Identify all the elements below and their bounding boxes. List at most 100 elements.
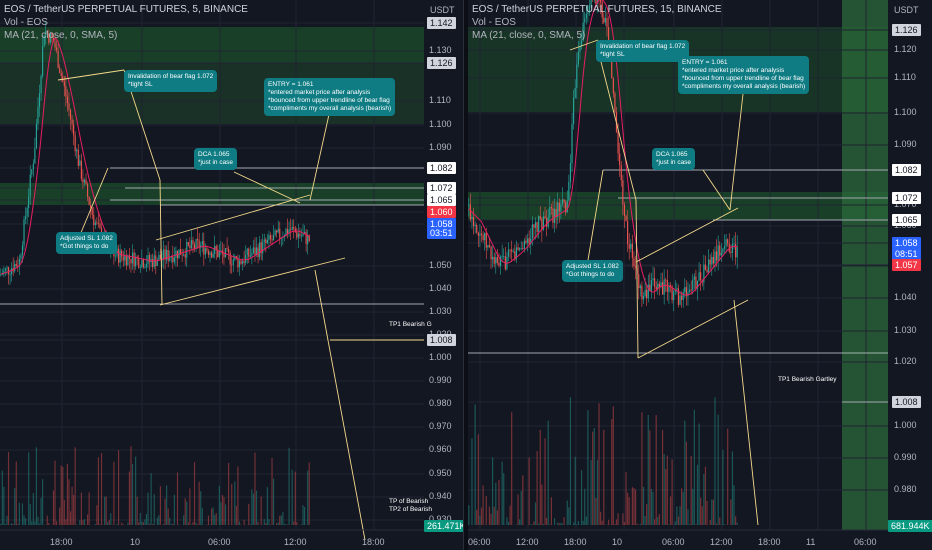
volume-bar xyxy=(73,494,75,525)
volume-bar xyxy=(113,461,115,525)
candle xyxy=(711,256,713,265)
symbol-title[interactable]: EOS / TetherUS PERPETUAL FUTURES, 15, BI… xyxy=(472,4,722,15)
candle xyxy=(495,257,497,264)
volume-bar xyxy=(530,524,532,525)
candle xyxy=(552,208,554,223)
volume-bar xyxy=(169,517,171,525)
chart-pane-left[interactable]: EOS / TetherUS PERPETUAL FUTURES, 5, BIN… xyxy=(0,0,464,550)
candle xyxy=(283,236,285,238)
candle xyxy=(38,93,41,107)
pane-divider[interactable] xyxy=(464,0,468,550)
volume-bar xyxy=(105,496,107,525)
volume-bar xyxy=(56,521,58,525)
candle xyxy=(663,279,665,295)
price-badge: 1.082 xyxy=(427,162,456,174)
volume-bar xyxy=(291,469,293,525)
dca-callout[interactable]: DCA 1.065 *just in case xyxy=(194,148,238,170)
invalidation-callout[interactable]: Invalidation of bear flag 1.072 *tight S… xyxy=(124,70,218,92)
candle xyxy=(728,243,730,252)
ma-indicator-label[interactable]: MA (21, close, 0, SMA, 5) xyxy=(472,30,586,41)
candle xyxy=(484,232,486,241)
volume-bar xyxy=(568,507,570,525)
trendline xyxy=(309,109,331,201)
volume-bar xyxy=(273,478,275,525)
candle xyxy=(69,109,72,120)
chart-pane-right[interactable]: EOS / TetherUS PERPETUAL FUTURES, 15, BI… xyxy=(468,0,932,550)
tp1-label: TP1 Bearish G xyxy=(389,321,432,328)
candle xyxy=(3,270,5,275)
volume-bar xyxy=(201,508,203,525)
volume-bar xyxy=(607,519,610,525)
ma-indicator-label[interactable]: MA (21, close, 0, SMA, 5) xyxy=(4,30,118,41)
candle xyxy=(684,287,686,293)
price-badge: 1.008 xyxy=(427,334,456,346)
candle xyxy=(186,241,188,258)
volume-bar xyxy=(96,505,98,525)
candle xyxy=(238,260,241,268)
time-tick: 12:00 xyxy=(284,537,307,547)
candle xyxy=(682,292,684,300)
adjusted-sl-callout[interactable]: Adjusted SL 1.082 *Got things to do xyxy=(562,260,623,282)
volume-bar xyxy=(167,508,169,525)
candle xyxy=(555,208,557,218)
price-tick: 1.100 xyxy=(894,107,917,117)
volume-bar xyxy=(580,470,583,525)
candle xyxy=(259,242,261,258)
volume-indicator-label[interactable]: Vol - EOS xyxy=(4,17,48,28)
volume-bar xyxy=(642,486,645,525)
volume-bar xyxy=(674,521,676,525)
candle xyxy=(735,243,737,258)
volume-bar xyxy=(561,523,564,525)
candle xyxy=(522,247,524,249)
invalidation-callout[interactable]: Invalidation of bear flag 1.072 *tight S… xyxy=(596,40,690,62)
dca-callout[interactable]: DCA 1.065 *just in case xyxy=(652,148,696,170)
candle xyxy=(471,216,473,220)
time-tick: 06:00 xyxy=(208,537,231,547)
entry-callout[interactable]: ENTRY = 1.061 *entered market price afte… xyxy=(678,56,810,94)
candle xyxy=(561,199,564,205)
volume-bar xyxy=(679,506,681,525)
candle xyxy=(472,216,475,226)
candle xyxy=(147,255,149,265)
candle xyxy=(85,179,87,185)
trendline xyxy=(314,269,366,541)
volume-bar xyxy=(282,512,284,525)
candle xyxy=(574,87,576,98)
volume-bar xyxy=(663,453,665,525)
candle xyxy=(641,285,643,300)
volume-bar xyxy=(649,430,651,525)
volume-bar xyxy=(288,447,290,525)
volume-bar xyxy=(11,523,13,525)
volume-bar xyxy=(723,524,726,525)
time-tick: 18:00 xyxy=(362,537,385,547)
candle xyxy=(90,204,92,209)
volume-bar xyxy=(615,519,618,525)
volume-bar xyxy=(593,428,595,525)
candle xyxy=(51,32,53,38)
volume-bar xyxy=(506,517,508,525)
symbol-title[interactable]: EOS / TetherUS PERPETUAL FUTURES, 5, BIN… xyxy=(4,4,248,15)
volume-bar xyxy=(63,500,65,525)
volume-bar xyxy=(65,519,67,525)
candle xyxy=(118,248,120,263)
chart-canvas-right[interactable] xyxy=(468,0,932,550)
adjusted-sl-callout[interactable]: Adjusted SL 1.082 *Got things to do xyxy=(56,232,117,254)
candle xyxy=(665,279,667,281)
volume-bar xyxy=(661,430,664,525)
price-tick: 1.000 xyxy=(894,420,917,430)
candle xyxy=(480,233,483,235)
entry-callout[interactable]: ENTRY = 1.061 *entered market price afte… xyxy=(264,78,396,116)
candle xyxy=(73,124,75,136)
volume-bar xyxy=(271,457,273,525)
volume-indicator-label[interactable]: Vol - EOS xyxy=(472,17,516,28)
candle xyxy=(80,160,82,180)
volume-bar xyxy=(522,475,524,525)
candle xyxy=(688,289,691,292)
volume-bar xyxy=(186,501,188,525)
tp1-label: TP1 Bearish Gartley xyxy=(778,376,837,383)
volume-bar xyxy=(700,497,702,525)
volume-bar xyxy=(507,521,510,525)
volume-bar xyxy=(596,459,599,525)
volume-bar xyxy=(711,499,713,525)
volume-bar xyxy=(693,409,695,525)
